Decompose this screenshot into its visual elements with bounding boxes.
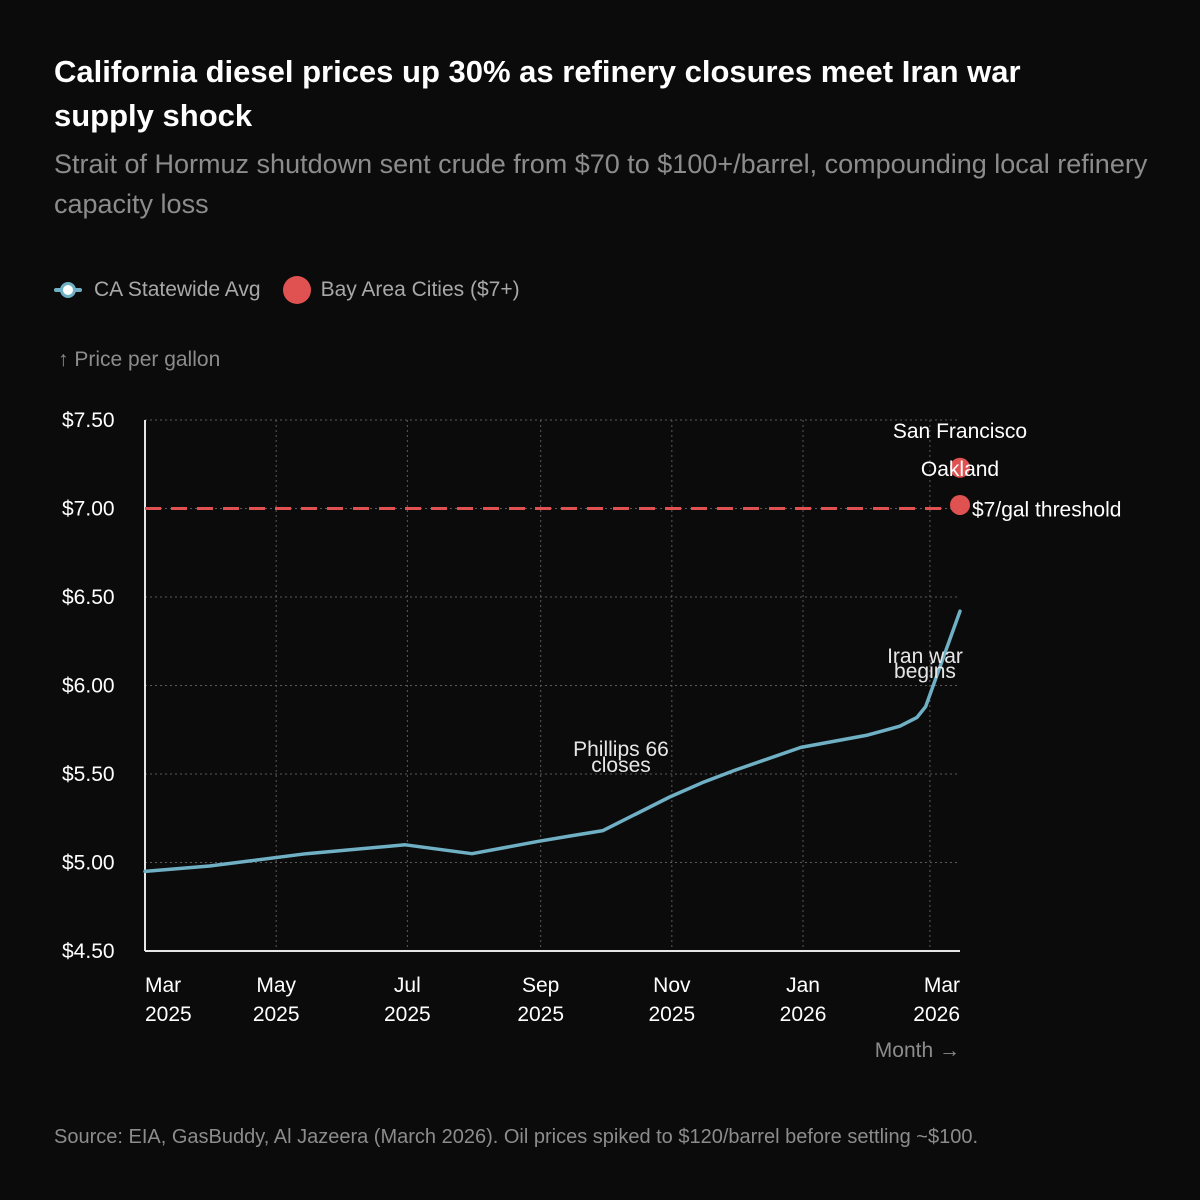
y-tick-label: $7.00 [62, 498, 115, 521]
point-label-san-francisco: San Francisco [893, 420, 1027, 443]
data-point-bay-area [950, 457, 970, 478]
source-note: Source: EIA, GasBuddy, Al Jazeera (March… [54, 1126, 979, 1148]
x-tick-label: 2025 [145, 1003, 192, 1026]
chart-title: California diesel prices up 30% as refin… [54, 54, 1021, 133]
threshold-label: $7/gal threshold [972, 499, 1121, 522]
annotation-phillips: closes [591, 754, 651, 777]
dot-marker-icon [282, 276, 311, 304]
point-label-oakland: Oakland [921, 458, 999, 481]
legend-label: Bay Area Cities ($7+) [320, 278, 520, 301]
x-tick-label: 2025 [384, 1003, 431, 1026]
y-tick-label: $7.50 [62, 409, 115, 432]
chart-subtitle: Strait of Hormuz shutdown sent crude fro… [54, 149, 1148, 219]
x-tick-label: Jul [394, 974, 421, 997]
x-tick-label: Sep [522, 974, 559, 997]
y-tick-label: $4.50 [62, 940, 115, 963]
legend-item-ca-statewide[interactable]: CA Statewide Avg [54, 278, 261, 302]
x-tick-label: Nov [653, 974, 691, 997]
x-tick-label: 2025 [253, 1003, 300, 1026]
y-tick-label: $6.00 [62, 675, 115, 698]
x-tick-label: 2026 [780, 1003, 827, 1026]
x-axis-title: Month → [875, 1039, 960, 1062]
annotation-iran-war: Iran war [887, 645, 963, 668]
x-tick-label: 2025 [517, 1003, 564, 1026]
x-tick-label: Mar [924, 974, 960, 997]
legend: CA Statewide Avg Bay Area Cities ($7+) [54, 274, 542, 306]
annotation-iran-war: begins [894, 660, 956, 683]
x-tick-label: 2025 [648, 1003, 695, 1026]
x-tick-label: 2026 [913, 1003, 960, 1026]
x-tick-label: May [256, 974, 296, 997]
series-line-ca-statewide [143, 609, 962, 874]
y-axis-title: ↑ Price per gallon [58, 348, 221, 371]
legend-item-bay-area[interactable]: Bay Area Cities ($7+) [282, 276, 520, 304]
data-point-bay-area [950, 494, 970, 515]
y-tick-label: $6.50 [62, 586, 115, 609]
line-chart: $4.50 $5.00 $5.50 $6.00 $6.50 $7.00 $7.50 Mar 20… [62, 409, 1121, 1062]
y-tick-label: $5.00 [62, 852, 115, 875]
x-tick-label: Mar [145, 974, 181, 997]
annotation-phillips: Phillips 66 [573, 738, 669, 761]
x-tick-label: Jan [786, 974, 820, 997]
y-tick-label: $5.50 [62, 763, 115, 786]
legend-label: CA Statewide Avg [94, 278, 261, 301]
line-marker-icon [54, 280, 82, 300]
